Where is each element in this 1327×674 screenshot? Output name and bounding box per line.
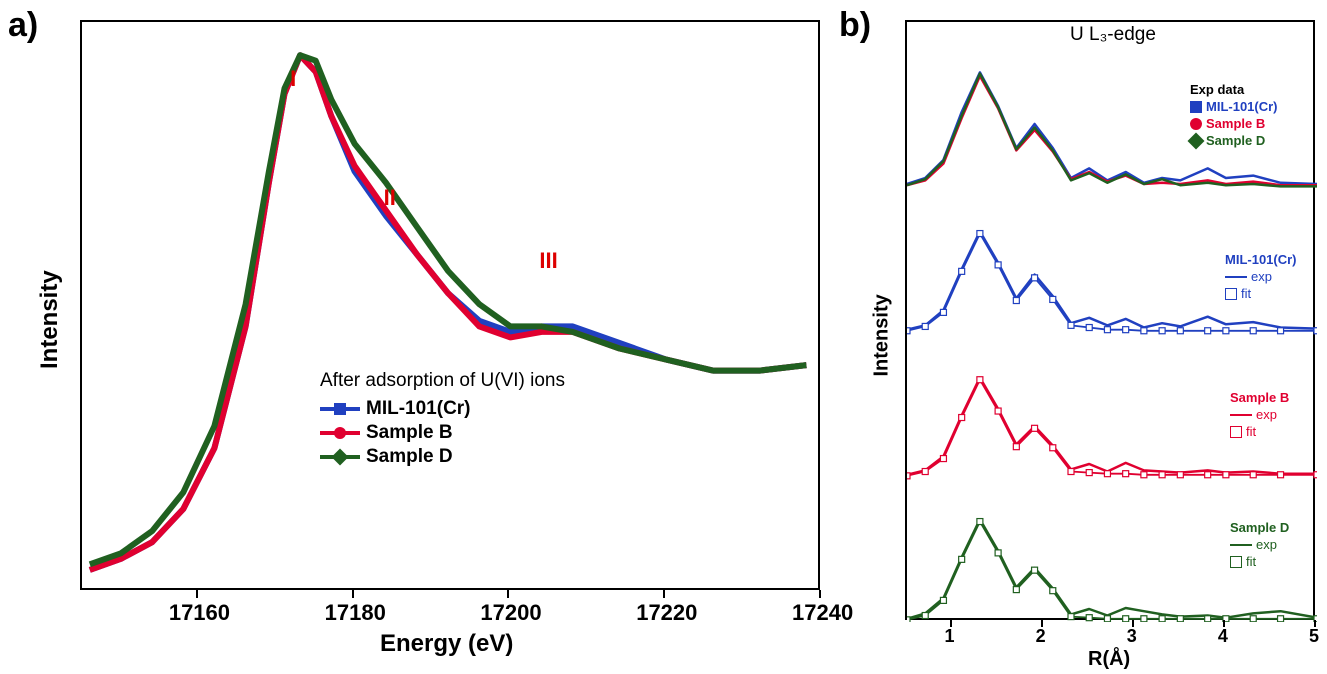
panel-a-xtick: 17200 (480, 600, 541, 626)
figure: a) Intensity Energy (eV) After adsorptio… (0, 0, 1327, 674)
panel-a: a) Intensity Energy (eV) After adsorptio… (0, 0, 835, 674)
panel-a-xtick: 17160 (169, 600, 230, 626)
panel-b-xtick: 4 (1218, 626, 1228, 647)
panel-b-xlabel: R(Å) (1088, 648, 1130, 671)
legend-title: After adsorption of U(VI) ions (320, 370, 565, 392)
panel-a-annotation: I (290, 66, 296, 92)
legend-item: Sample B (320, 422, 565, 444)
panel-b-xtick: 1 (945, 626, 955, 647)
panel-a-annotation: II (384, 185, 396, 211)
panel-a-xtick: 17180 (325, 600, 386, 626)
legend-item: MIL-101(Cr) (320, 398, 565, 420)
panel-b-label: b) (839, 6, 871, 45)
panel-a-annotation: III (539, 248, 557, 274)
panel-b-legend-mil: MIL-101(Cr)expfit (1225, 252, 1297, 303)
panel-a-ylabel: Intensity (36, 269, 64, 369)
panel-a-svg (82, 22, 822, 592)
panel-b-xtick: 5 (1309, 626, 1319, 647)
legend-item: Sample D (320, 446, 565, 468)
panel-b: b) U L₃-edge Intensity R(Å) 1 2 3 4 5 Exp dat… (835, 0, 1327, 674)
panel-a-xlabel: Energy (eV) (380, 630, 513, 658)
panel-b-xtick: 2 (1036, 626, 1046, 647)
panel-b-title: U L₃-edge (1070, 24, 1156, 46)
panel-b-legend-b: Sample Bexpfit (1230, 390, 1289, 441)
panel-b-legend-d: Sample Dexpfit (1230, 520, 1289, 571)
panel-a-legend: After adsorption of U(VI) ions MIL-101(Cr… (320, 370, 565, 470)
panel-a-plot (80, 20, 820, 590)
panel-b-ylabel: Intensity (871, 287, 894, 377)
panel-b-legend-expdata: Exp dataMIL-101(Cr)Sample BSample D (1190, 82, 1278, 150)
panel-a-label: a) (8, 6, 38, 45)
panel-b-xtick: 3 (1127, 626, 1137, 647)
panel-a-xtick: 17220 (636, 600, 697, 626)
